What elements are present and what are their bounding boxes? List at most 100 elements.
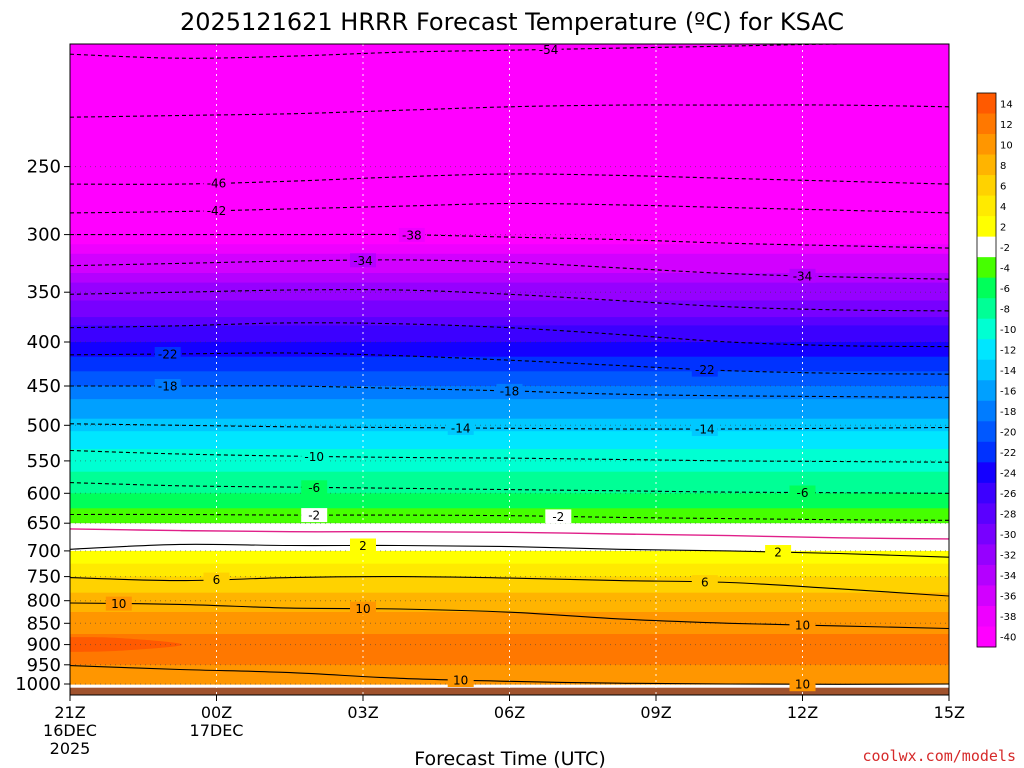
temperature-band: [70, 282, 949, 293]
temperature-band: [70, 555, 949, 560]
y-tick-label: 600: [27, 483, 61, 504]
temperature-band: [70, 677, 949, 682]
temperature-band: [70, 212, 949, 224]
colorbar-label: -20: [1000, 428, 1016, 439]
colorbar-swatch: [977, 236, 996, 258]
temperature-band: [70, 111, 949, 126]
contour-line: [70, 233, 949, 249]
temperature-band: [70, 634, 949, 639]
contour-line: [70, 449, 949, 463]
y-tick-label: 350: [27, 282, 61, 303]
contour-label-bg: [105, 596, 132, 611]
y-tick-label: 950: [27, 655, 61, 676]
colorbar-label: 8: [1000, 161, 1006, 172]
contour-label: 6: [213, 573, 221, 587]
colorbar-swatch: [977, 482, 996, 504]
colorbar-swatch: [977, 113, 996, 135]
temperature-band: [70, 253, 949, 264]
colorbar-label: -16: [1000, 387, 1016, 398]
contour-label-bg: [789, 485, 816, 500]
contour-label-bg: [398, 227, 425, 242]
colorbar-swatch: [977, 134, 996, 155]
contour-line: [70, 513, 949, 521]
contour-label: 10: [453, 674, 468, 688]
contour-label-bg: [447, 420, 474, 435]
colorbar-label: -18: [1000, 407, 1016, 418]
temperature-band: [70, 518, 949, 524]
colorbar-swatch: [977, 257, 996, 279]
contour-label: 10: [795, 678, 810, 692]
colorbar-swatch: [977, 318, 996, 340]
colorbar-label: 12: [1000, 120, 1013, 131]
contour-label-bg: [154, 379, 181, 393]
contour-label: 10: [795, 619, 810, 633]
temperature-band: [70, 349, 949, 358]
temperature-band: [70, 508, 949, 514]
contour-label-bg: [301, 508, 328, 523]
y-tick-label: 1000: [15, 674, 61, 695]
temperature-band: [70, 223, 949, 236]
colorbar-label: -34: [1000, 571, 1016, 582]
contour-label-bg: [535, 44, 562, 57]
temperature-band: [70, 234, 949, 245]
colorbar-label: 10: [1000, 140, 1013, 151]
temperature-band: [70, 364, 949, 372]
contour-line: [70, 289, 949, 312]
contour-label: -22: [158, 348, 178, 362]
contour-label: -14: [695, 423, 715, 437]
colorbar-label: -26: [1000, 489, 1016, 500]
contour-label: -18: [500, 384, 520, 398]
colorbar-label: -10: [1000, 325, 1016, 336]
colorbar-swatch: [977, 585, 996, 607]
contour-label: -18: [158, 380, 178, 394]
contour-label: -54: [539, 43, 559, 57]
contour-label: -6: [308, 481, 320, 495]
ground-band: [70, 687, 949, 695]
colorbar-swatch: [977, 564, 996, 586]
colorbar-swatch: [977, 175, 996, 196]
contour-line: [70, 104, 949, 118]
colorbar-swatch: [977, 400, 996, 422]
temperature-band: [70, 412, 949, 420]
contour-label: 2: [774, 546, 782, 560]
contour-line: [70, 352, 949, 375]
contour-label-bg: [447, 673, 474, 687]
x-tick-label: 15Z: [934, 703, 965, 722]
y-tick-label: 450: [27, 376, 61, 397]
contour-label-bg: [203, 572, 230, 587]
y-axis: 2503003504004505005506006507007508008509…: [15, 157, 70, 695]
colorbar-swatch: [977, 503, 996, 525]
contour-label-bg: [154, 347, 181, 361]
temperature-band: [70, 626, 949, 632]
contour-label: 10: [355, 602, 370, 616]
colorbar-swatch: [977, 421, 996, 443]
colorbar-label: 2: [1000, 222, 1006, 233]
colorbar-swatch: [977, 359, 996, 381]
credit-link[interactable]: coolwx.com/models: [862, 747, 1016, 765]
contour-label: -10: [304, 450, 324, 464]
temperature-band: [70, 83, 949, 98]
colorbar-swatch: [977, 277, 996, 299]
colorbar-label: -8: [1000, 304, 1010, 315]
contour-label: -14: [451, 421, 471, 435]
colorbar-label: -36: [1000, 592, 1016, 603]
contour-line: [70, 322, 949, 348]
contour-label: -2: [552, 510, 564, 524]
temperature-band: [70, 674, 949, 679]
contour-label: 10: [111, 597, 126, 611]
colorbar-swatch: [977, 605, 996, 627]
temperature-band: [70, 568, 949, 573]
y-tick-label: 550: [27, 451, 61, 472]
colorbar-label: -40: [1000, 633, 1016, 644]
contour-label-bg: [691, 575, 718, 590]
colorbar-swatch: [977, 544, 996, 566]
colorbar-label: -32: [1000, 551, 1016, 562]
contour-label: -38: [402, 228, 422, 242]
x-tick-label: 12Z: [787, 703, 818, 722]
colorbar-label: 4: [1000, 202, 1006, 213]
temperature-band: [70, 680, 949, 685]
colorbar-swatch: [977, 93, 996, 114]
temperature-band: [70, 671, 949, 675]
colorbar-swatch: [977, 298, 996, 320]
